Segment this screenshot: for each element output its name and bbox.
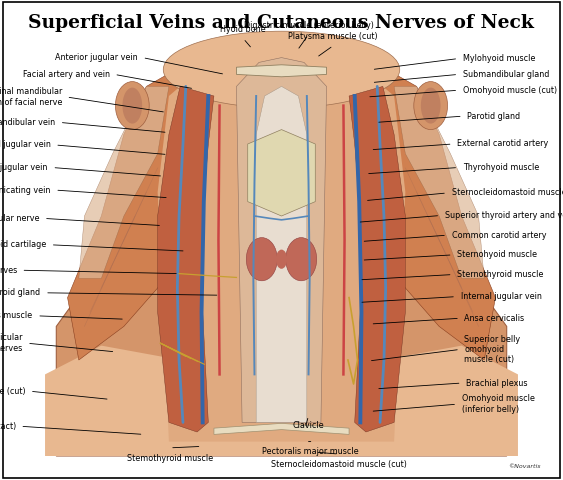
Text: Transverse cervical nerves: Transverse cervical nerves — [0, 266, 17, 275]
Ellipse shape — [163, 31, 400, 108]
Polygon shape — [360, 67, 495, 360]
Ellipse shape — [247, 238, 278, 281]
Text: Thyroid gland: Thyroid gland — [0, 288, 41, 297]
Polygon shape — [68, 67, 203, 360]
Text: Common carotid artery: Common carotid artery — [452, 231, 546, 240]
Ellipse shape — [414, 82, 448, 130]
Polygon shape — [236, 58, 327, 422]
Text: Clavicle: Clavicle — [293, 421, 324, 431]
Polygon shape — [45, 346, 518, 456]
Polygon shape — [256, 86, 307, 422]
Text: Superior belly
omohyoid
muscle (cut): Superior belly omohyoid muscle (cut) — [464, 335, 521, 364]
Text: External jugular vein: External jugular vein — [0, 163, 48, 172]
Text: Thyroid cartilage: Thyroid cartilage — [0, 240, 46, 249]
Text: Pectoralis major muscle: Pectoralis major muscle — [262, 447, 359, 456]
Polygon shape — [248, 130, 315, 216]
Text: Supraclavicular
nerves: Supraclavicular nerves — [0, 334, 23, 353]
Text: Anterior jugular vein: Anterior jugular vein — [55, 53, 138, 62]
Polygon shape — [158, 43, 405, 442]
Text: Great auricular nerve: Great auricular nerve — [0, 214, 39, 223]
Text: Platysma muscle (cut): Platysma muscle (cut) — [0, 387, 25, 396]
Text: Facial artery and vein: Facial artery and vein — [23, 70, 110, 79]
Text: Internal jugular vein: Internal jugular vein — [461, 292, 542, 301]
Text: Sternothyroid muscle: Sternothyroid muscle — [457, 270, 543, 279]
Text: Parotid gland: Parotid gland — [467, 112, 520, 120]
Text: Sternocleidomastoid muscle (cut): Sternocleidomastoid muscle (cut) — [271, 460, 407, 469]
Text: Omohyoid muscle
(inferior belly): Omohyoid muscle (inferior belly) — [462, 395, 534, 414]
Text: Communicating vein: Communicating vein — [0, 186, 51, 194]
Polygon shape — [56, 38, 507, 456]
Text: ©Novartis: ©Novartis — [508, 465, 540, 469]
Ellipse shape — [122, 87, 142, 123]
Text: Trapezius muscle: Trapezius muscle — [0, 312, 33, 320]
Polygon shape — [394, 86, 484, 278]
Text: Digastric muscle (anterior belly): Digastric muscle (anterior belly) — [244, 21, 373, 30]
Text: Brachial plexus: Brachial plexus — [466, 379, 528, 387]
Text: Sternohyoid muscle: Sternohyoid muscle — [457, 251, 537, 259]
Text: Internal jugular vein: Internal jugular vein — [0, 141, 51, 149]
Polygon shape — [79, 86, 169, 278]
Text: Sternocleidomastoid muscle (cut): Sternocleidomastoid muscle (cut) — [452, 189, 563, 197]
Text: Sternocleidomastoid muscle (intact): Sternocleidomastoid muscle (intact) — [0, 422, 16, 431]
Polygon shape — [349, 86, 405, 432]
Text: Submandibular gland: Submandibular gland — [463, 70, 549, 79]
Text: Mylohyoid muscle: Mylohyoid muscle — [463, 54, 535, 63]
Text: Thyrohyoid muscle: Thyrohyoid muscle — [463, 163, 539, 172]
Ellipse shape — [115, 82, 149, 130]
Polygon shape — [214, 423, 349, 434]
Text: Platysma muscle (cut): Platysma muscle (cut) — [288, 32, 378, 41]
Ellipse shape — [421, 87, 441, 123]
Text: Superior thyroid artery and vein: Superior thyroid artery and vein — [445, 211, 563, 220]
Polygon shape — [158, 86, 214, 432]
Text: Marginal mandibular
branch of facial nerve: Marginal mandibular branch of facial ner… — [0, 87, 62, 107]
Text: Omohyoid muscle (cut): Omohyoid muscle (cut) — [463, 86, 557, 95]
Text: Stemothyroid muscle: Stemothyroid muscle — [127, 454, 213, 463]
Ellipse shape — [276, 250, 287, 269]
Text: Hyoid bone: Hyoid bone — [220, 24, 266, 34]
Text: External carotid artery: External carotid artery — [457, 140, 548, 148]
Text: Ansa cervicalis: Ansa cervicalis — [464, 314, 525, 323]
Ellipse shape — [286, 238, 317, 281]
Polygon shape — [236, 65, 327, 77]
Text: Superficial Veins and Cutaneous Nerves of Neck: Superficial Veins and Cutaneous Nerves o… — [29, 14, 534, 33]
Text: Retromandibular vein: Retromandibular vein — [0, 118, 55, 127]
